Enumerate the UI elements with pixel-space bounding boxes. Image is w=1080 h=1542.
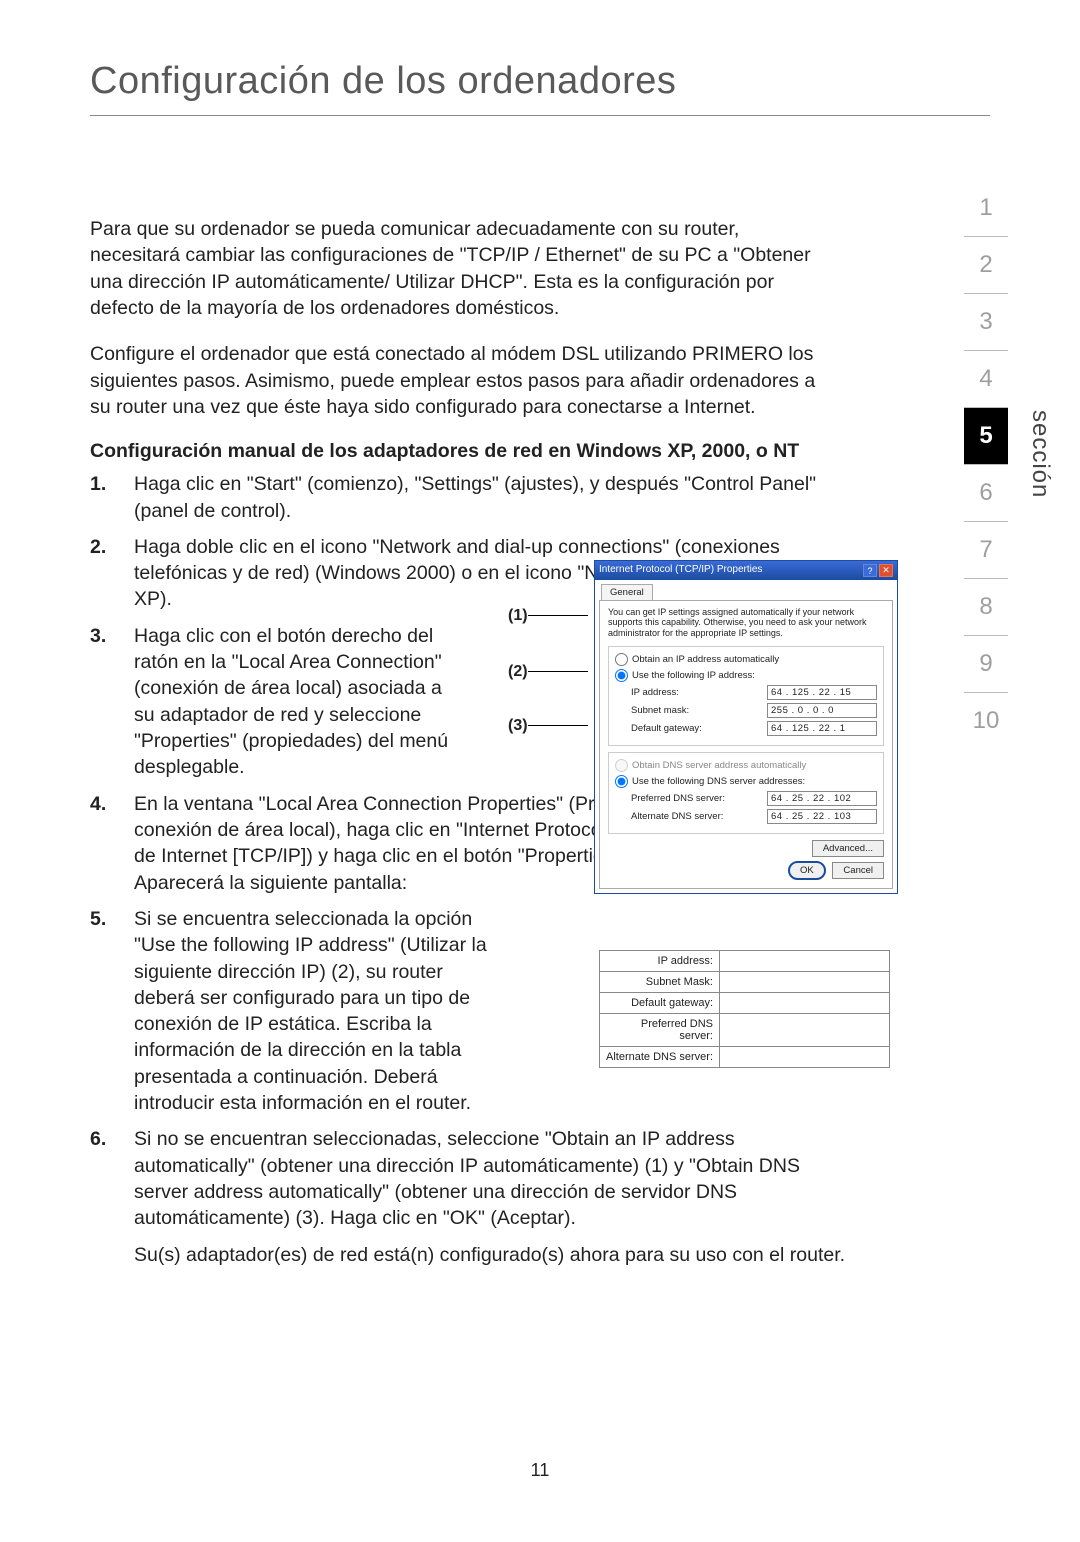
iptable-pdns-value[interactable] — [720, 1014, 890, 1047]
subnet-mask-field[interactable]: 255 . 0 . 0 . 0 — [767, 703, 877, 718]
dialog-description: You can get IP settings assigned automat… — [608, 607, 884, 638]
ip-entry-table: IP address: Subnet Mask: Default gateway… — [599, 950, 890, 1068]
final-note: Su(s) adaptador(es) de red está(n) confi… — [90, 1242, 990, 1268]
close-icon[interactable]: ✕ — [879, 564, 893, 577]
page-title: Configuración de los ordenadores — [90, 60, 990, 116]
step-3: Haga clic con el botón derecho del ratón… — [90, 623, 450, 781]
step-1: Haga clic en "Start" (comienzo), "Settin… — [90, 471, 830, 524]
nav-item-2[interactable]: 2 — [964, 237, 1008, 294]
manual-config-heading: Configuración manual de los adaptadores … — [90, 440, 990, 463]
ok-button[interactable]: OK — [788, 861, 826, 880]
iptable-pdns-label: Preferred DNS server: — [600, 1014, 720, 1047]
callout-2: (2) — [508, 663, 588, 681]
callout-1: (1) — [508, 607, 588, 625]
nav-item-5[interactable]: 5 — [964, 408, 1008, 465]
use-ip-radio[interactable]: Use the following IP address: — [615, 669, 877, 682]
iptable-gw-value[interactable] — [720, 993, 890, 1014]
nav-item-6[interactable]: 6 — [964, 465, 1008, 522]
advanced-button[interactable]: Advanced... — [812, 840, 884, 857]
obtain-dns-radio[interactable]: Obtain DNS server address automatically — [615, 759, 877, 772]
nav-item-4[interactable]: 4 — [964, 351, 1008, 408]
tcpip-dialog: Internet Protocol (TCP/IP) Properties ? … — [594, 560, 898, 894]
preferred-dns-label: Preferred DNS server: — [631, 793, 725, 804]
general-tab[interactable]: General — [601, 584, 653, 600]
nav-item-1[interactable]: 1 — [964, 180, 1008, 237]
callout-3: (3) — [508, 717, 588, 735]
step-6: Si no se encuentran seleccionadas, selec… — [90, 1126, 830, 1231]
iptable-ip-value[interactable] — [720, 951, 890, 972]
nav-item-3[interactable]: 3 — [964, 294, 1008, 351]
nav-item-9[interactable]: 9 — [964, 636, 1008, 693]
step-5: Si se encuentra seleccionada la opción "… — [90, 906, 490, 1117]
alternate-dns-label: Alternate DNS server: — [631, 811, 723, 822]
iptable-adns-value[interactable] — [720, 1047, 890, 1068]
dialog-title: Internet Protocol (TCP/IP) Properties — [599, 564, 762, 577]
default-gateway-label: Default gateway: — [631, 723, 702, 734]
alternate-dns-field[interactable]: 64 . 25 . 22 . 103 — [767, 809, 877, 824]
section-label: sección — [1026, 410, 1054, 498]
iptable-gw-label: Default gateway: — [600, 993, 720, 1014]
intro-paragraph-1: Para que su ordenador se pueda comunicar… — [90, 216, 820, 321]
cancel-button[interactable]: Cancel — [832, 862, 884, 879]
iptable-mask-value[interactable] — [720, 972, 890, 993]
iptable-ip-label: IP address: — [600, 951, 720, 972]
page-number: 11 — [0, 1460, 1080, 1481]
ip-address-label: IP address: — [631, 687, 679, 698]
default-gateway-field[interactable]: 64 . 125 . 22 . 1 — [767, 721, 877, 736]
help-icon[interactable]: ? — [863, 564, 877, 577]
subnet-mask-label: Subnet mask: — [631, 705, 689, 716]
iptable-mask-label: Subnet Mask: — [600, 972, 720, 993]
preferred-dns-field[interactable]: 64 . 25 . 22 . 102 — [767, 791, 877, 806]
use-dns-radio[interactable]: Use the following DNS server addresses: — [615, 775, 877, 788]
nav-item-7[interactable]: 7 — [964, 522, 1008, 579]
iptable-adns-label: Alternate DNS server: — [600, 1047, 720, 1068]
nav-item-10[interactable]: 10 — [964, 693, 1008, 749]
ip-address-field[interactable]: 64 . 125 . 22 . 15 — [767, 685, 877, 700]
obtain-ip-radio[interactable]: Obtain an IP address automatically — [615, 653, 877, 666]
section-nav: 1 2 3 4 5 6 7 8 9 10 — [964, 180, 1008, 749]
nav-item-8[interactable]: 8 — [964, 579, 1008, 636]
intro-paragraph-2: Configure el ordenador que está conectad… — [90, 341, 820, 420]
